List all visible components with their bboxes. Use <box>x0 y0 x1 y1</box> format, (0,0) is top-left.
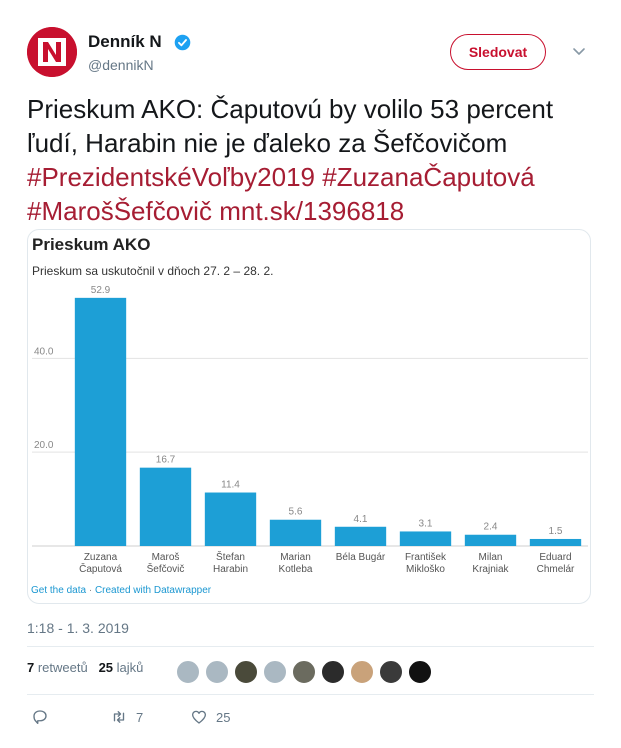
chart-bar <box>269 519 322 546</box>
avatar[interactable] <box>27 27 77 77</box>
url-link[interactable]: mnt.sk/1396818 <box>219 196 405 226</box>
liker-avatar[interactable] <box>234 660 258 684</box>
tweet-timestamp[interactable]: 1:18 - 1. 3. 2019 <box>27 620 129 636</box>
x-category-label: Marian <box>280 552 311 563</box>
y-tick-label: 20.0 <box>34 440 54 451</box>
retweet-button[interactable]: 7 <box>110 708 143 728</box>
tweet-header: Denník N @dennikN Sledovat <box>27 27 602 87</box>
hashtag-link[interactable]: #ZuzanaČaputová <box>322 162 535 192</box>
divider <box>27 694 594 695</box>
retweets-count[interactable]: 7 <box>27 660 35 675</box>
bar-chart: 20.0 40.0 52.9 ZuzanaČaputová 16.7 MarošŠefčo… <box>32 285 588 575</box>
chart-bar <box>204 492 257 546</box>
chevron-down-icon[interactable] <box>571 43 587 59</box>
follow-button[interactable]: Sledovat <box>450 34 546 70</box>
chart-bar <box>464 534 517 546</box>
tweet-body: Prieskum AKO: Čaputovú by volilo 53 perc… <box>27 94 554 158</box>
account-handle[interactable]: @dennikN <box>88 57 154 73</box>
chart-credits: Get the data · Created with Datawrapper <box>31 585 212 596</box>
get-data-link[interactable]: Get the data <box>31 585 87 596</box>
x-category-label: Harabin <box>213 564 248 575</box>
liker-avatar[interactable] <box>379 660 403 684</box>
bar-value-label: 3.1 <box>419 518 433 529</box>
liker-avatar[interactable] <box>205 660 229 684</box>
chart-bar <box>74 297 127 546</box>
x-category-label: František <box>405 552 447 563</box>
y-tick-label: 40.0 <box>34 346 54 357</box>
x-category-label: Krajniak <box>472 564 509 575</box>
account-name[interactable]: Denník N <box>88 32 162 51</box>
engagement-stats: 7 retweetů 25 lajků <box>27 660 143 675</box>
x-category-label: Chmelár <box>537 564 575 575</box>
bar-value-label: 4.1 <box>354 514 368 525</box>
liker-avatar[interactable] <box>176 660 200 684</box>
datawrapper-link[interactable]: Created with Datawrapper <box>94 585 212 596</box>
x-category-label: Maroš <box>152 552 180 563</box>
retweet-count: 7 <box>136 709 144 725</box>
likes-label[interactable]: lajků <box>113 660 144 675</box>
chart-bar <box>399 531 452 546</box>
x-category-label: Milan <box>479 552 503 563</box>
liker-avatar[interactable] <box>292 660 316 684</box>
reply-icon <box>33 710 47 725</box>
x-category-label: Eduard <box>539 552 571 563</box>
chart-subtitle: Prieskum sa uskutočnil v dňoch 27. 2 – 2… <box>32 264 274 278</box>
x-category-label: Kotleba <box>279 564 313 575</box>
x-category-label: Mikloško <box>406 564 445 575</box>
retweets-label[interactable]: retweetů <box>34 660 88 675</box>
liker-avatar[interactable] <box>263 660 287 684</box>
bar-value-label: 16.7 <box>156 455 176 466</box>
liker-avatar[interactable] <box>321 660 345 684</box>
like-count: 25 <box>216 709 231 725</box>
verified-badge-icon <box>174 34 191 51</box>
hashtag-link[interactable]: #MarošŠefčovič <box>27 196 212 226</box>
divider <box>27 646 594 647</box>
chart-bar <box>334 526 387 546</box>
dennikn-logo-icon <box>27 27 77 77</box>
bar-value-label: 52.9 <box>91 285 111 296</box>
likes-count[interactable]: 25 <box>98 660 114 675</box>
bar-value-label: 2.4 <box>484 522 498 533</box>
x-category-label: Béla Bugár <box>336 552 386 563</box>
bar-value-label: 11.4 <box>221 480 240 491</box>
x-category-label: Šefčovič <box>147 562 185 575</box>
liker-avatar[interactable] <box>408 660 432 684</box>
tweet-actions: 7 25 <box>27 708 327 728</box>
bar-value-label: 1.5 <box>549 526 563 537</box>
chart-bar <box>529 538 582 546</box>
x-category-label: Zuzana <box>84 552 118 563</box>
liker-avatar[interactable] <box>350 660 374 684</box>
bar-value-label: 5.6 <box>289 507 303 518</box>
tweet-text: Prieskum AKO: Čaputovú by volilo 53 perc… <box>27 92 597 228</box>
retweet-icon <box>113 711 125 723</box>
x-category-label: Štefan <box>216 550 245 563</box>
reply-button[interactable] <box>31 708 49 728</box>
media-card[interactable]: Prieskum AKO Prieskum sa uskutočnil v dň… <box>27 229 591 604</box>
heart-icon <box>191 710 207 724</box>
chart-title: Prieskum AKO <box>32 235 151 254</box>
x-category-label: Čaputová <box>79 562 122 575</box>
like-button[interactable]: 25 <box>190 708 230 728</box>
chart-bar <box>139 467 192 546</box>
hashtag-link[interactable]: #PrezidentskéVoľby2019 <box>27 162 316 192</box>
